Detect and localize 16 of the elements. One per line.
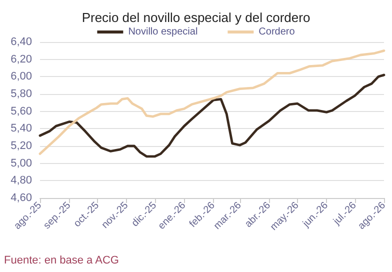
y-tick-label: 6,20 (10, 53, 32, 66)
legend-label: Cordero (258, 26, 296, 38)
legend-label: Novillo especial (128, 26, 198, 38)
y-tick-label: 4,80 (10, 174, 32, 187)
y-tick-label: 5,40 (10, 122, 32, 135)
y-tick-label: 5,80 (10, 88, 32, 100)
y-tick-label: 6,40 (10, 36, 32, 48)
source-note: Fuente: en base a ACG (4, 254, 119, 266)
y-tick-label: 4,60 (10, 192, 32, 204)
y-tick-label: 5,60 (10, 105, 32, 118)
y-tick-label: 5,20 (10, 140, 32, 152)
chart-title: Precio del novillo especial y del cordero (82, 10, 310, 25)
y-tick-label: 6,00 (10, 70, 32, 83)
line-series (38, 74, 386, 158)
y-tick-label: 5,00 (10, 157, 32, 170)
line-series (38, 49, 386, 155)
